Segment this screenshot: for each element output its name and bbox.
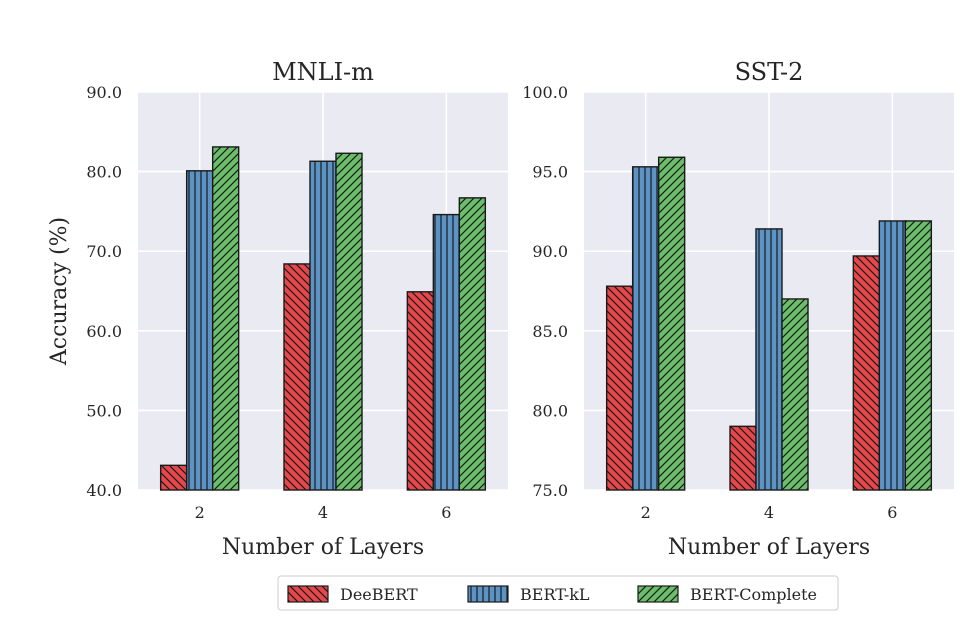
legend-label: BERT-kL (520, 585, 590, 604)
y-tick-label: 80.0 (532, 401, 568, 420)
legend-swatch-hatch (637, 585, 679, 603)
x-tick-label: 2 (195, 503, 205, 522)
y-tick-label: 80.0 (86, 163, 122, 182)
bar-bert-complete-2 (657, 156, 686, 491)
y-tick-label: 90.0 (532, 242, 568, 261)
bar-hatch (631, 166, 660, 491)
bar-bert-kl-6 (878, 220, 907, 491)
bar-bert-kl-4 (309, 160, 337, 491)
legend-box (277, 575, 839, 611)
bar-bert-complete-6 (458, 197, 487, 491)
y-tick-label: 70.0 (86, 242, 122, 261)
bar-hatch (852, 255, 881, 491)
x-tick-label: 2 (641, 503, 651, 522)
bar-deebert-2 (159, 464, 188, 491)
legend-item-deebert: DeeBERT (287, 585, 418, 604)
panel-mnli-m: 40.0 50.0 60.0 70.0 80.0 90.0 2 4 6 MNLI-m Number … (47, 58, 508, 560)
bar-bert-complete-4 (781, 298, 809, 491)
y-tick-label: 100.0 (522, 83, 568, 102)
bar-hatch (211, 146, 240, 491)
bar-hatch (904, 220, 933, 491)
bar-hatch (406, 291, 435, 491)
legend-item-bert-complete: BERT-Complete (637, 585, 817, 604)
bar-bert-kl-2 (631, 166, 660, 491)
x-axis-label: Number of Layers (222, 535, 424, 560)
bar-deebert-4 (729, 425, 757, 491)
legend-swatch-hatch (467, 585, 509, 603)
bar-hatch (159, 464, 188, 491)
bar-hatch (458, 197, 487, 491)
bar-bert-complete-6 (904, 220, 933, 491)
bar-hatch (781, 298, 809, 491)
bar-deebert-2 (605, 285, 634, 491)
panel-sst-2: 75.0 80.0 85.0 90.0 95.0 100.0 2 4 6 SST-2 Number … (522, 58, 954, 560)
bar-bert-kl-2 (185, 170, 214, 491)
bar-hatch (309, 160, 337, 491)
bar-bert-complete-2 (211, 146, 240, 491)
bar-deebert-4 (283, 263, 311, 491)
bar-hatch (729, 425, 757, 491)
bar-deebert-6 (406, 291, 435, 491)
legend-item-bert-kl: BERT-kL (467, 585, 590, 604)
bar-hatch (185, 170, 214, 491)
bar-hatch (878, 220, 907, 491)
bar-hatch (605, 285, 634, 491)
y-tick-label: 85.0 (532, 322, 568, 341)
legend: DeeBERT BERT-kL BERT-Complete (277, 575, 839, 611)
x-axis-label: Number of Layers (668, 535, 870, 560)
y-tick-label: 95.0 (532, 163, 568, 182)
bar-hatch (657, 156, 686, 491)
x-tick-label: 6 (441, 503, 451, 522)
bar-hatch (335, 152, 363, 491)
y-axis-label: Accuracy (%) (47, 217, 72, 366)
bar-deebert-6 (852, 255, 881, 491)
legend-label: BERT-Complete (690, 585, 817, 604)
bar-hatch (432, 213, 461, 491)
bar-bert-complete-4 (335, 152, 363, 491)
legend-label: DeeBERT (340, 585, 418, 604)
y-tick-label: 90.0 (86, 83, 122, 102)
x-tick-label: 4 (764, 503, 774, 522)
x-tick-label: 6 (887, 503, 897, 522)
legend-swatch-hatch (287, 585, 329, 603)
bar-hatch (283, 263, 311, 491)
bar-bert-kl-4 (755, 228, 783, 491)
y-tick-label: 40.0 (86, 481, 122, 500)
panel-title: MNLI-m (272, 58, 374, 86)
bar-hatch (755, 228, 783, 491)
y-tick-label: 75.0 (532, 481, 568, 500)
y-tick-label: 50.0 (86, 401, 122, 420)
bar-bert-kl-6 (432, 213, 461, 491)
panel-title: SST-2 (735, 58, 804, 86)
y-tick-label: 60.0 (86, 322, 122, 341)
x-tick-label: 4 (318, 503, 328, 522)
